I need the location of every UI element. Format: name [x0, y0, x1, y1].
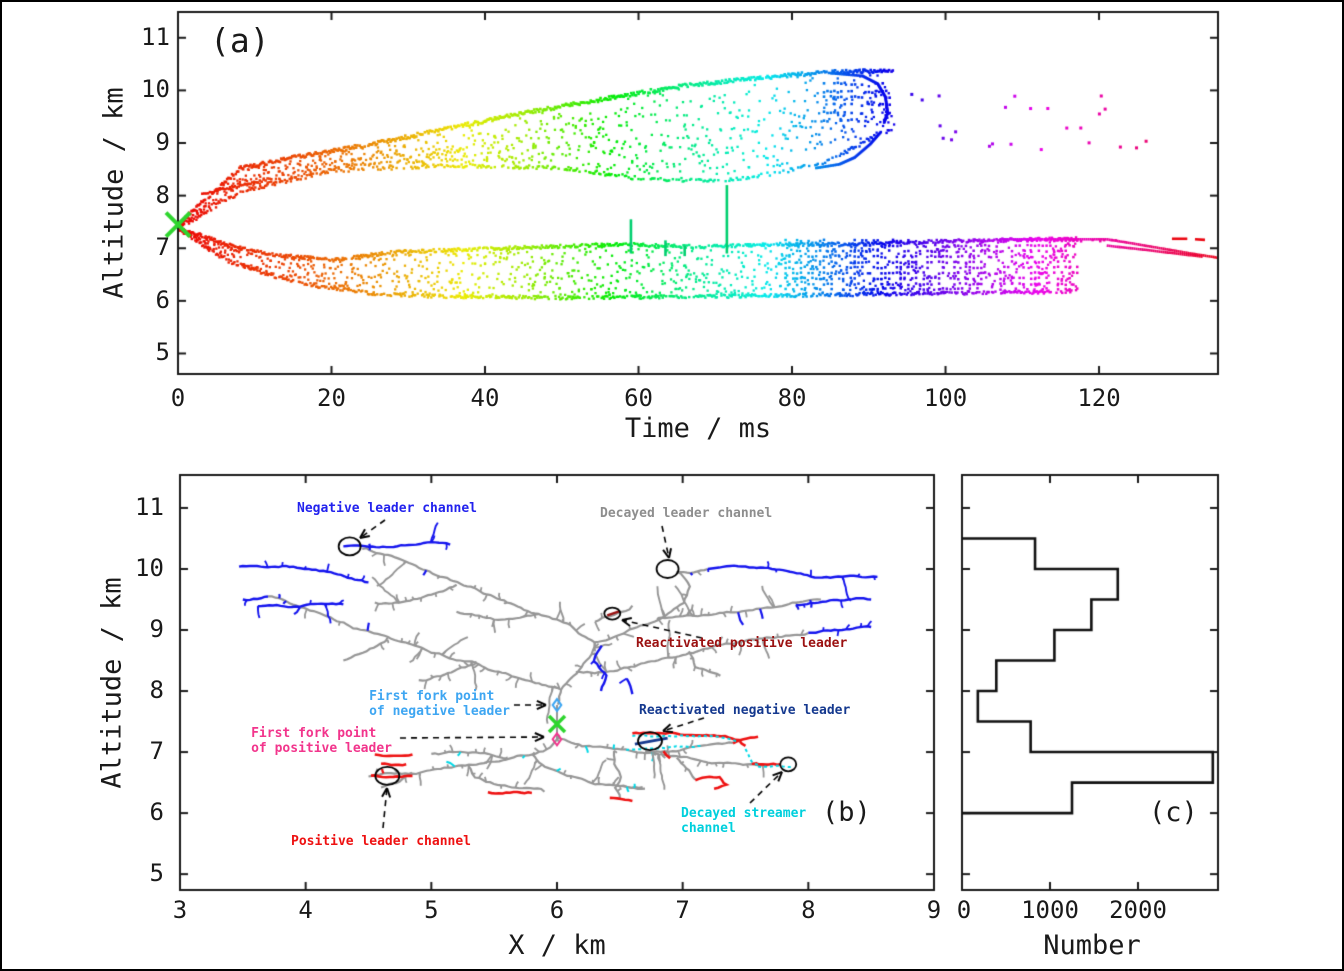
panel-b-y-tick-label: 9: [149, 615, 164, 643]
panel-b-y-tick-label: 6: [149, 798, 164, 827]
panel-a-x-tick-label: 80: [777, 384, 807, 412]
panel-c-x-tick-label: 0: [956, 896, 972, 924]
annotation-first-fork-negative: First fork point of negative leader: [369, 689, 510, 719]
panel-a-y-tick-label: 10: [141, 75, 170, 104]
panel-c-x-tick-label: 1000: [1021, 896, 1079, 924]
panel-c-label: (c): [1149, 797, 1198, 828]
panel-a-y-tick-label: 7: [155, 233, 170, 262]
panel-a-yaxis-title: Altitude / km: [98, 87, 130, 299]
panel-c-x-tick-label: 2000: [1109, 896, 1167, 924]
panel-a-x-tick-label: 100: [923, 384, 968, 412]
annotation-reactivated-negative-leader: Reactivated negative leader: [639, 703, 851, 718]
panel-b-x-tick-label: 6: [549, 896, 565, 924]
panel-b-x-tick-label: 3: [172, 896, 188, 924]
panel-b-x-tick-label: 5: [424, 896, 439, 924]
annotation-negative-leader-channel: Negative leader channel: [297, 501, 478, 516]
annotation-decayed-streamer-channel: Decayed streamer channel: [681, 806, 807, 836]
annotation-positive-leader-channel: Positive leader channel: [291, 834, 472, 849]
panel-b-xaxis-title: X / km: [508, 930, 606, 961]
panel-a-xaxis-title: Time / ms: [624, 413, 772, 444]
panel-b-y-tick-label: 5: [149, 859, 164, 888]
panel-a-y-tick-label: 11: [141, 22, 170, 51]
panel-a-y-tick-label: 5: [155, 338, 170, 367]
panel-a-y-tick-label: 6: [155, 285, 170, 314]
panel-b-x-tick-label: 8: [801, 896, 816, 924]
panel-b-y-tick-label: 11: [135, 492, 164, 521]
panel-a-x-tick-label: 120: [1077, 384, 1121, 412]
panel-b-y-tick-label: 10: [135, 553, 164, 582]
panel-b-label: (b): [822, 797, 871, 828]
panel-c-xaxis-title: Number: [1043, 930, 1141, 961]
panel-b-y-tick-label: 7: [149, 737, 164, 766]
panel-a-y-tick-label: 9: [155, 128, 170, 156]
panel-b-x-tick-label: 4: [298, 896, 313, 924]
panel-a-y-tick-label: 8: [155, 180, 170, 209]
annotation-decayed-leader-channel: Decayed leader channel: [600, 506, 773, 521]
annotation-first-fork-positive: First fork point of positive leader: [251, 726, 392, 756]
panel-b-x-tick-label: 9: [926, 896, 942, 924]
panel-a-x-tick-label: 60: [624, 384, 653, 412]
panel-a-label: (a): [210, 21, 270, 60]
panel-b-yaxis-title: Altitude / km: [96, 577, 128, 789]
panel-a-x-tick-label: 40: [470, 384, 500, 412]
panel-a-x-tick-label: 0: [170, 384, 186, 412]
panel-b-x-tick-label: 7: [675, 896, 690, 924]
panel-a-x-tick-label: 20: [317, 384, 346, 412]
annotation-reactivated-positive-leader: Reactivated positive leader: [636, 636, 848, 651]
panel-b-y-tick-label: 8: [149, 676, 164, 705]
